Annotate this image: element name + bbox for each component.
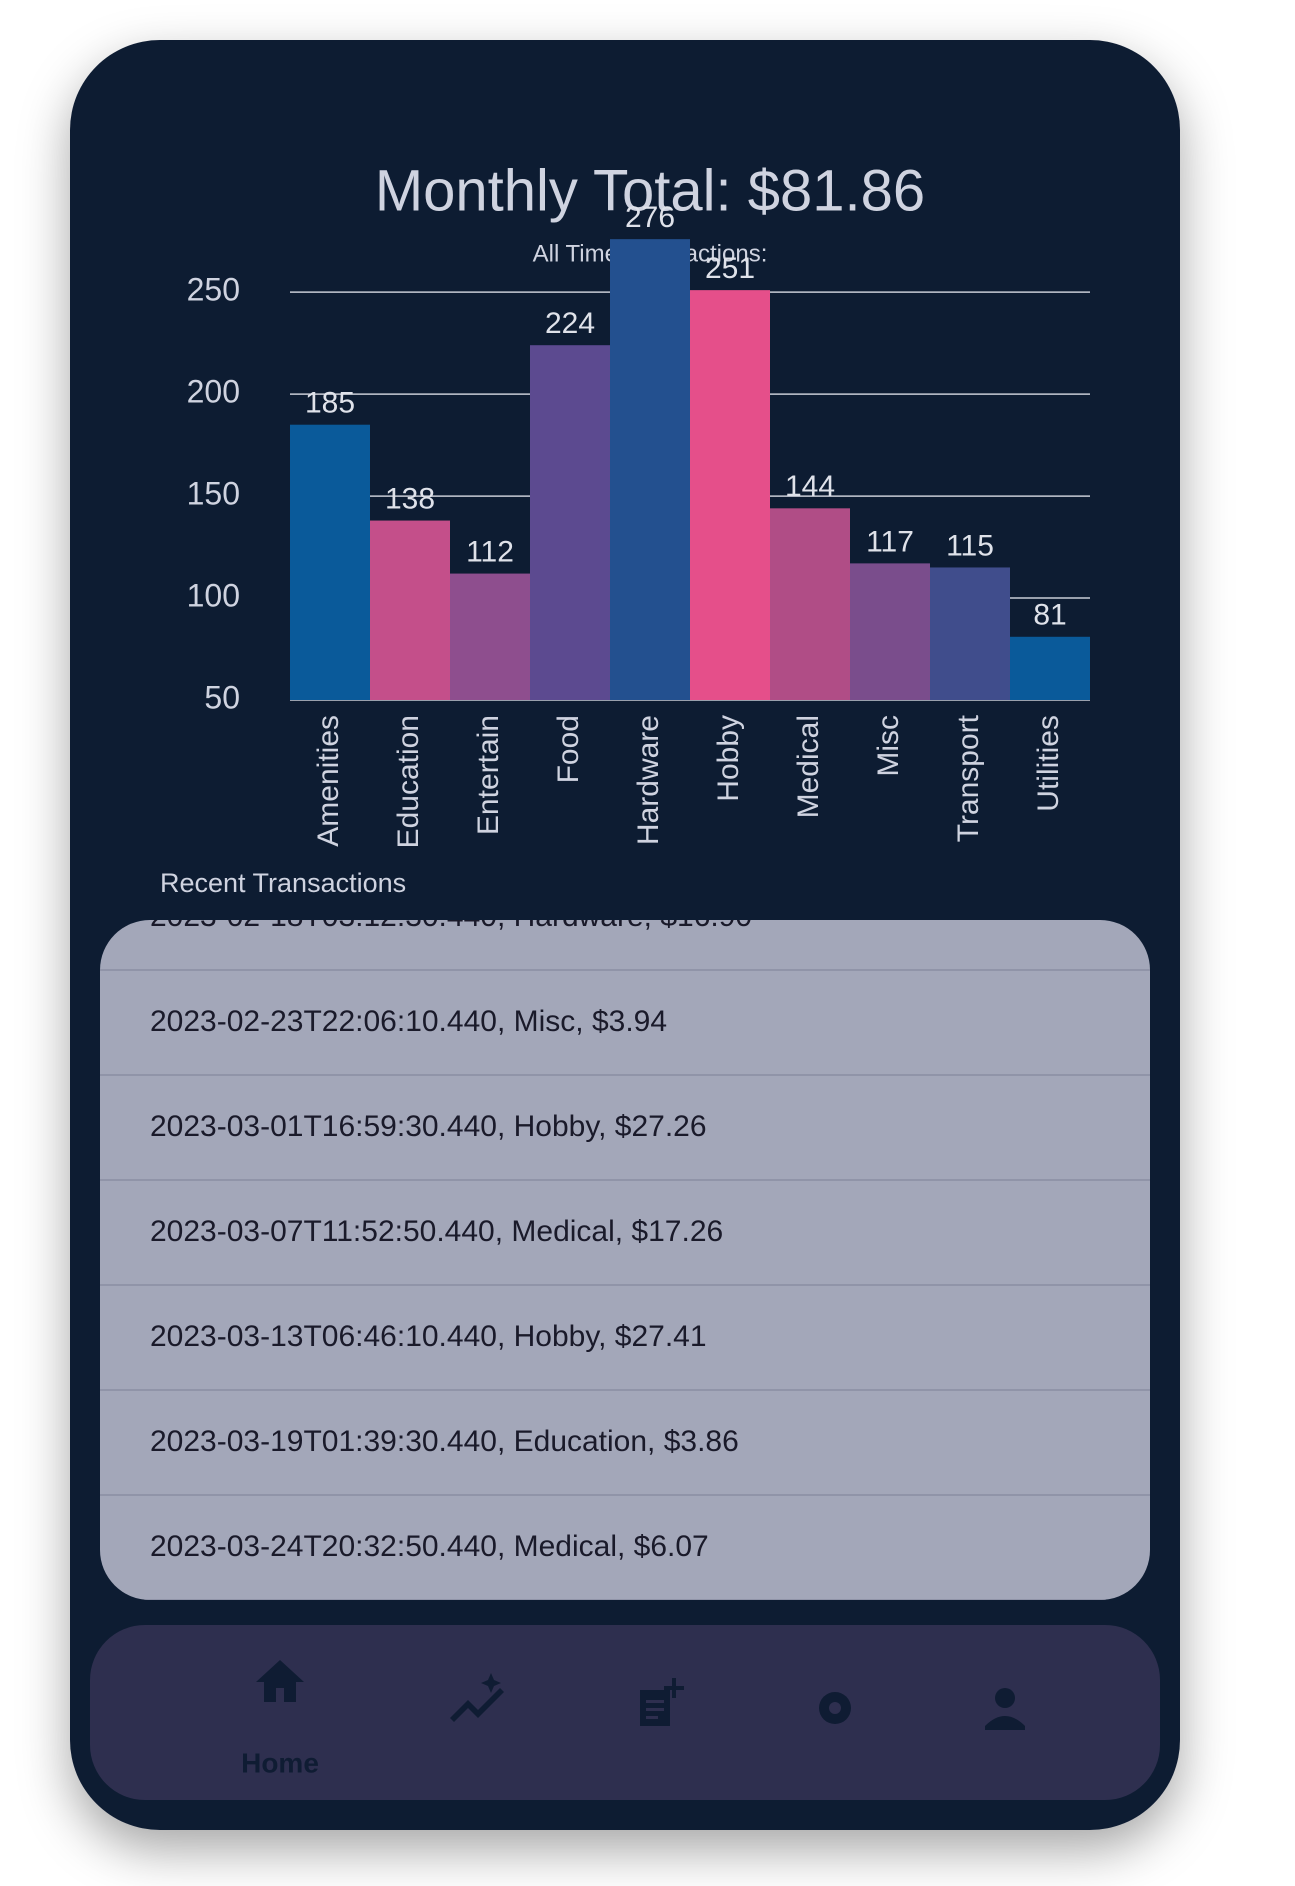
value-label: 144 — [785, 470, 835, 503]
value-label: 185 — [305, 387, 355, 420]
monthly-total: Monthly Total: $81.86 — [375, 158, 925, 223]
bar — [290, 424, 370, 700]
value-label: 224 — [545, 307, 595, 340]
value-label: 115 — [946, 529, 994, 562]
value-label: 138 — [385, 482, 435, 515]
x-tick-label: Hardware — [632, 715, 665, 845]
add-icon[interactable] — [640, 1678, 684, 1726]
x-tick-label: Food — [552, 715, 585, 783]
transaction-row[interactable]: 2023-03-19T01:39:30.440, Education, $3.8… — [150, 1425, 739, 1458]
bar — [530, 345, 610, 700]
section-title: Recent Transactions — [160, 868, 406, 898]
x-tick-label: Misc — [872, 715, 905, 777]
y-tick-label: 250 — [187, 272, 240, 308]
profile-icon[interactable] — [995, 1688, 1015, 1708]
home-icon[interactable] — [256, 1660, 304, 1702]
x-tick-label: Medical — [792, 715, 825, 818]
x-tick-label: Transport — [952, 714, 985, 842]
bar — [1010, 636, 1090, 700]
nav-bar — [90, 1625, 1160, 1800]
value-label: 251 — [705, 252, 755, 285]
transaction-row[interactable]: 2023-02-18T03:12:30.440, Hardware, $16.9… — [150, 900, 752, 933]
transaction-row[interactable]: 2023-03-24T20:32:50.440, Medical, $6.07 — [150, 1530, 709, 1563]
bar — [770, 508, 850, 700]
bar — [450, 573, 530, 700]
settings-hole — [829, 1702, 841, 1714]
nav-label[interactable]: Home — [241, 1747, 319, 1778]
x-tick-label: Amenities — [312, 715, 345, 847]
x-tick-label: Utilities — [1032, 715, 1065, 812]
profile-icon-body — [985, 1716, 1025, 1730]
value-label: 117 — [866, 525, 914, 558]
x-tick-label: Entertain — [472, 715, 505, 835]
y-tick-label: 50 — [204, 679, 240, 715]
list-panel — [100, 920, 1150, 1600]
y-tick-label: 150 — [187, 476, 240, 512]
transaction-row[interactable]: 2023-02-23T22:06:10.440, Misc, $3.94 — [150, 1005, 667, 1038]
value-label: 276 — [625, 201, 675, 234]
insights-icon[interactable] — [450, 1673, 504, 1722]
bar — [690, 290, 770, 700]
transaction-row[interactable]: 2023-03-07T11:52:50.440, Medical, $17.26 — [150, 1215, 723, 1248]
bar — [850, 563, 930, 700]
y-tick-label: 200 — [187, 374, 240, 410]
transaction-list: 2023-02-18T03:12:30.440, Hardware, $16.9… — [100, 900, 1150, 1600]
value-label: 112 — [466, 535, 514, 568]
transaction-row[interactable]: 2023-03-13T06:46:10.440, Hobby, $27.41 — [150, 1320, 707, 1353]
y-tick-label: 100 — [187, 577, 240, 613]
bar — [610, 239, 690, 700]
value-label: 81 — [1033, 599, 1066, 632]
bar — [370, 520, 450, 700]
transaction-row[interactable]: 2023-03-01T16:59:30.440, Hobby, $27.26 — [150, 1110, 707, 1143]
x-tick-label: Education — [392, 715, 425, 848]
x-tick-label: Hobby — [712, 715, 745, 802]
bar — [930, 567, 1010, 700]
